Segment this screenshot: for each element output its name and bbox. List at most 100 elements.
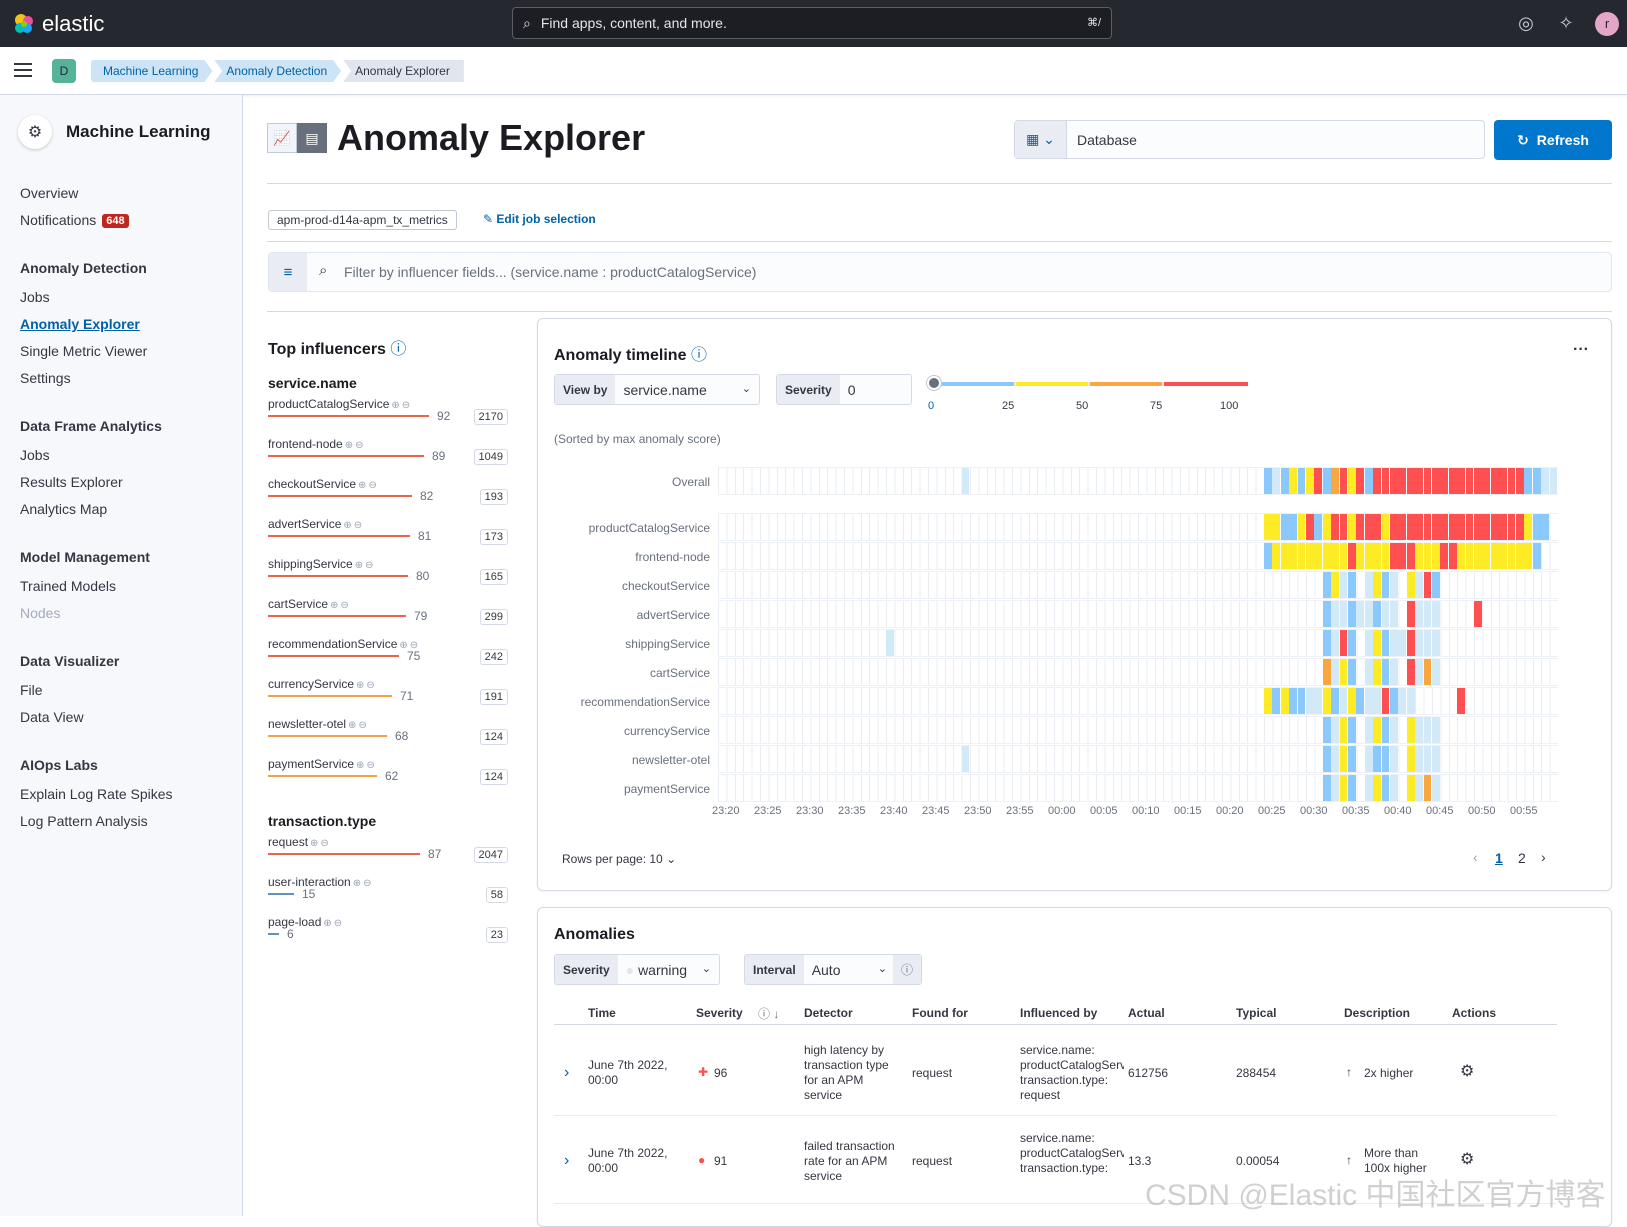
swimlane-cell[interactable] xyxy=(1465,543,1474,569)
severity-slider[interactable]: 0 25 50 75 100 xyxy=(927,374,1258,414)
swimlane-cell[interactable] xyxy=(1339,746,1348,772)
swimlane-cell[interactable] xyxy=(1423,717,1432,743)
swimlane-cell[interactable] xyxy=(1423,630,1432,656)
swimlane-cell[interactable] xyxy=(1331,688,1339,714)
influencer-name[interactable]: advertService xyxy=(268,517,342,531)
swimlane-cell[interactable] xyxy=(1280,543,1289,569)
swimlane-cell[interactable] xyxy=(1364,659,1373,685)
influencer-name[interactable]: newsletter-otel xyxy=(268,717,347,731)
swimlane-cell[interactable] xyxy=(961,746,970,772)
swimlane-cell[interactable] xyxy=(1390,543,1398,569)
global-search-input[interactable]: ⌕ Find apps, content, and more. ⌘/ xyxy=(512,7,1112,39)
sidebar-item-log-pattern-analysis[interactable]: Log Pattern Analysis xyxy=(20,813,148,829)
sidebar-item-anomaly-explorer[interactable]: Anomaly Explorer xyxy=(20,316,140,332)
swimlane-cell[interactable] xyxy=(1289,543,1297,569)
swimlane-cell[interactable] xyxy=(1356,468,1365,494)
expand-row-icon[interactable]: › xyxy=(564,1152,570,1169)
influencer-name[interactable]: request xyxy=(268,835,309,849)
swimlane-cell[interactable] xyxy=(1339,543,1348,569)
swimlane-cell[interactable] xyxy=(1331,717,1339,743)
add-filter-icon[interactable]: ⊕ xyxy=(356,760,365,771)
swimlane-cell[interactable] xyxy=(1331,468,1339,494)
remove-filter-icon[interactable]: ⊖ xyxy=(320,838,329,849)
add-filter-icon[interactable]: ⊕ xyxy=(323,918,332,929)
swimlane-cell[interactable] xyxy=(1280,514,1289,540)
swimlane-cell[interactable] xyxy=(1415,543,1423,569)
sidebar-item-results-explorer[interactable]: Results Explorer xyxy=(20,474,123,490)
swimlane-cell[interactable] xyxy=(1390,601,1398,627)
swimlane-cell[interactable] xyxy=(1297,468,1306,494)
swimlane-cell[interactable] xyxy=(1415,514,1423,540)
swimlane-cell[interactable] xyxy=(1322,775,1331,801)
sidebar-item-single-metric-viewer[interactable]: Single Metric Viewer xyxy=(20,343,148,359)
swimlane-cell[interactable] xyxy=(1331,630,1339,656)
swimlane-cell[interactable] xyxy=(1381,688,1390,714)
swimlane-cell[interactable] xyxy=(1331,659,1339,685)
swimlane-cell[interactable] xyxy=(1482,514,1491,540)
swimlane-cell[interactable] xyxy=(1314,468,1323,494)
swimlane-cell[interactable] xyxy=(1406,659,1415,685)
swimlane-cell[interactable] xyxy=(1373,688,1381,714)
severity-threshold-input[interactable]: Severity 0 xyxy=(776,374,912,405)
filter-input[interactable]: Filter by influencer fields... (service.… xyxy=(344,264,757,280)
swimlane-cell[interactable] xyxy=(1322,688,1331,714)
slider-handle[interactable] xyxy=(927,376,941,390)
swimlane-cell[interactable] xyxy=(1348,630,1356,656)
menu-toggle-icon[interactable] xyxy=(14,63,32,77)
expand-row-icon[interactable]: › xyxy=(564,1064,570,1081)
swimlane-cell[interactable] xyxy=(1423,775,1432,801)
swimlane-cell[interactable] xyxy=(1331,746,1339,772)
swimlane-cell[interactable] xyxy=(1272,543,1281,569)
swimlane-cell[interactable] xyxy=(1507,468,1516,494)
swimlane-cell[interactable] xyxy=(1432,630,1440,656)
calendar-icon[interactable]: ▦ ⌄ xyxy=(1015,121,1067,158)
swimlane-cell[interactable] xyxy=(1331,775,1339,801)
chart-view-icon[interactable]: 📈 xyxy=(267,123,297,153)
edit-job-selection-link[interactable]: ✎ Edit job selection xyxy=(483,212,596,226)
add-filter-icon[interactable]: ⊕ xyxy=(356,680,365,691)
sidebar-item-trained-models[interactable]: Trained Models xyxy=(20,578,116,594)
swimlane-cell[interactable] xyxy=(1331,601,1339,627)
swimlane-cell[interactable] xyxy=(1348,468,1356,494)
pagination-page-1[interactable]: 1 xyxy=(1495,850,1503,866)
swimlane-cell[interactable] xyxy=(1297,543,1306,569)
swimlane-cell[interactable] xyxy=(1490,514,1499,540)
swimlane-cell[interactable] xyxy=(1364,630,1373,656)
swimlane-cell[interactable] xyxy=(1532,514,1541,540)
swimlane-cell[interactable] xyxy=(1432,746,1440,772)
influencer-name[interactable]: paymentService xyxy=(268,757,355,771)
swimlane-cell[interactable] xyxy=(1272,688,1281,714)
influencer-name[interactable]: cartService xyxy=(268,597,329,611)
swimlane-cell[interactable] xyxy=(1474,514,1482,540)
add-filter-icon[interactable]: ⊕ xyxy=(344,440,354,451)
remove-filter-icon[interactable]: ⊖ xyxy=(358,720,367,731)
newsfeed-icon[interactable]: ✧ xyxy=(1558,13,1574,33)
breadcrumb-machine-learning[interactable]: Machine Learning xyxy=(91,60,212,82)
swimlane-cell[interactable] xyxy=(1390,659,1398,685)
swimlane-cell[interactable] xyxy=(1280,688,1289,714)
add-filter-icon[interactable]: ⊕ xyxy=(310,838,319,849)
swimlane-cell[interactable] xyxy=(1541,468,1549,494)
swimlane-cell[interactable] xyxy=(1474,468,1482,494)
swimlane-cell[interactable] xyxy=(1406,746,1415,772)
swimlane-cell[interactable] xyxy=(1373,717,1381,743)
swimlane-cell[interactable] xyxy=(1415,601,1423,627)
swimlane-cell[interactable] xyxy=(1339,659,1348,685)
sidebar-item-overview[interactable]: Overview xyxy=(20,185,79,201)
influencer-name[interactable]: shippingService xyxy=(268,557,353,571)
influencer-name[interactable]: frontend-node xyxy=(268,437,343,451)
remove-filter-icon[interactable]: ⊖ xyxy=(355,440,364,451)
swimlane-cell[interactable] xyxy=(1390,630,1398,656)
swimlane-cell[interactable] xyxy=(1381,659,1390,685)
swimlane-cell[interactable] xyxy=(1423,468,1432,494)
sidebar-item-dfa-jobs[interactable]: Jobs xyxy=(20,447,50,463)
info-icon[interactable]: ⓘ xyxy=(390,341,407,358)
help-icon[interactable]: ◎ xyxy=(1518,13,1534,33)
swimlane-cell[interactable] xyxy=(1373,601,1381,627)
swimlane-cell[interactable] xyxy=(1280,468,1289,494)
swimlane-cell[interactable] xyxy=(1432,514,1440,540)
swimlane-cell[interactable] xyxy=(1364,717,1373,743)
swimlane-cell[interactable] xyxy=(1432,601,1440,627)
add-filter-icon[interactable]: ⊕ xyxy=(348,720,357,731)
gear-icon[interactable]: ⚙ xyxy=(1460,1063,1475,1080)
